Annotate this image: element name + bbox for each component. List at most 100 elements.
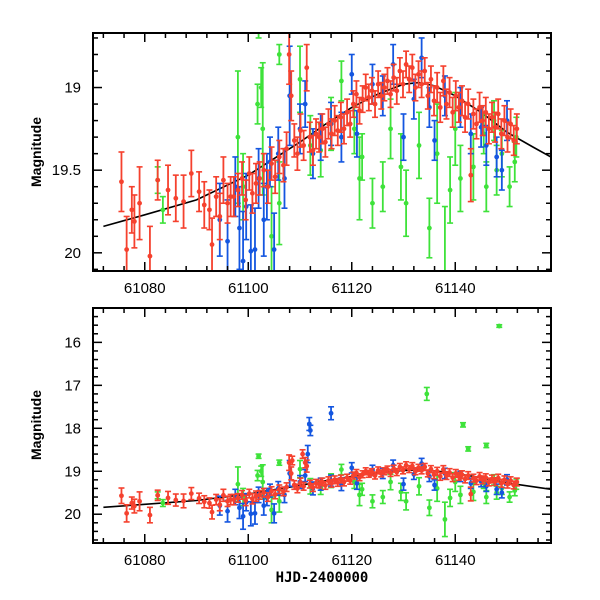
y-tick-label: 19.5: [52, 162, 81, 179]
data-point-red: [362, 73, 369, 102]
series-red: [118, 33, 520, 271]
data-point-red: [253, 490, 260, 503]
x-tick-label: 61100: [228, 280, 269, 297]
data-point-red: [399, 70, 406, 99]
data-point-red: [331, 104, 338, 137]
data-point-green: [483, 489, 490, 505]
y-tick-label: 17: [64, 377, 81, 394]
data-point-red: [504, 121, 511, 153]
data-point-red: [224, 495, 231, 508]
data-point-red: [180, 493, 187, 509]
data-point-red: [325, 108, 332, 140]
data-point-blue: [271, 503, 278, 524]
data-point-red: [513, 113, 520, 145]
data-point-red: [434, 71, 441, 104]
data-point-green: [483, 442, 490, 449]
data-point-red: [146, 225, 153, 271]
data-point-red: [337, 101, 344, 133]
data-point-red: [239, 161, 246, 196]
data-point-red: [479, 104, 486, 137]
data-point-red: [440, 464, 447, 475]
data-point-green: [254, 83, 261, 125]
data-point-red: [495, 98, 502, 130]
data-point-red: [249, 492, 256, 505]
x-tick-label: 61080: [124, 280, 166, 297]
data-point-red: [213, 175, 220, 218]
data-point-blue: [498, 149, 505, 191]
x-tick-label: 61100: [228, 552, 269, 569]
data-point-red: [406, 65, 413, 94]
data-point-red: [446, 76, 453, 109]
data-point-blue: [302, 80, 309, 129]
data-point-red: [118, 487, 125, 505]
bottom-panel: 61080 61100 61120 61140 16 17 18 19 20 Magnitude…: [28, 307, 552, 586]
data-point-red: [427, 65, 434, 94]
data-point-red: [165, 164, 172, 216]
data-point-blue: [400, 113, 407, 162]
data-point-red: [421, 56, 428, 86]
data-point-red: [242, 494, 249, 507]
top-panel-ticks: 61080 61100 61120 61140 19 19.5 20: [52, 33, 551, 297]
data-point-green: [506, 491, 513, 503]
data-point-green: [457, 144, 464, 213]
data-point-red: [353, 80, 360, 109]
data-point-red: [467, 486, 474, 502]
top-panel-frame: [92, 32, 552, 272]
data-point-red: [303, 43, 310, 92]
data-point-green: [159, 498, 166, 508]
data-point-red: [427, 464, 434, 474]
data-point-red: [443, 88, 450, 120]
data-point-red: [260, 152, 267, 188]
data-point-red: [498, 118, 505, 150]
x-tick-label: 61120: [331, 280, 372, 297]
y-tick-label: 20: [64, 245, 81, 262]
data-point-blue: [271, 212, 278, 271]
data-point-green: [359, 133, 366, 181]
x-tick-label: 61120: [331, 552, 372, 569]
data-point-red: [507, 108, 514, 140]
data-point-red: [482, 96, 489, 129]
data-point-red: [297, 477, 304, 488]
data-point-red: [368, 76, 375, 105]
data-point-green: [359, 482, 366, 497]
data-point-green: [397, 133, 404, 201]
data-point-red: [322, 126, 329, 158]
data-point-red: [350, 90, 357, 119]
model-curve: [103, 81, 551, 228]
data-point-red: [131, 498, 138, 514]
data-point-red: [412, 73, 419, 102]
data-point-red: [424, 81, 431, 110]
data-point-red: [154, 159, 161, 201]
x-tick-label: 61140: [435, 280, 476, 297]
data-point-blue: [328, 406, 335, 421]
data-point-red: [268, 146, 275, 181]
data-point-red: [118, 151, 125, 213]
data-point-red: [513, 477, 520, 487]
data-point-red: [216, 192, 223, 241]
data-point-red: [485, 113, 492, 145]
data-point-red: [465, 470, 472, 481]
data-point-red: [300, 481, 307, 491]
data-point-red: [291, 123, 298, 158]
data-point-green: [506, 166, 513, 208]
data-point-blue: [431, 119, 438, 162]
data-point-green: [496, 323, 503, 329]
data-point-blue: [251, 207, 258, 271]
data-point-red: [172, 174, 179, 223]
data-point-green: [441, 501, 448, 538]
bottom-y-axis-label: Magnitude: [28, 390, 44, 460]
data-point-red: [264, 491, 271, 503]
data-point-red: [467, 147, 474, 203]
data-point-red: [492, 111, 499, 143]
data-point-red: [230, 175, 237, 218]
series-red: [118, 448, 520, 524]
data-point-red: [372, 90, 379, 119]
data-point-red: [165, 490, 172, 506]
data-point-red: [316, 121, 323, 153]
data-point-red: [220, 156, 227, 205]
data-point-red: [283, 482, 290, 493]
data-point-blue: [275, 126, 282, 181]
data-point-green: [338, 463, 345, 476]
data-point-green: [369, 494, 376, 509]
